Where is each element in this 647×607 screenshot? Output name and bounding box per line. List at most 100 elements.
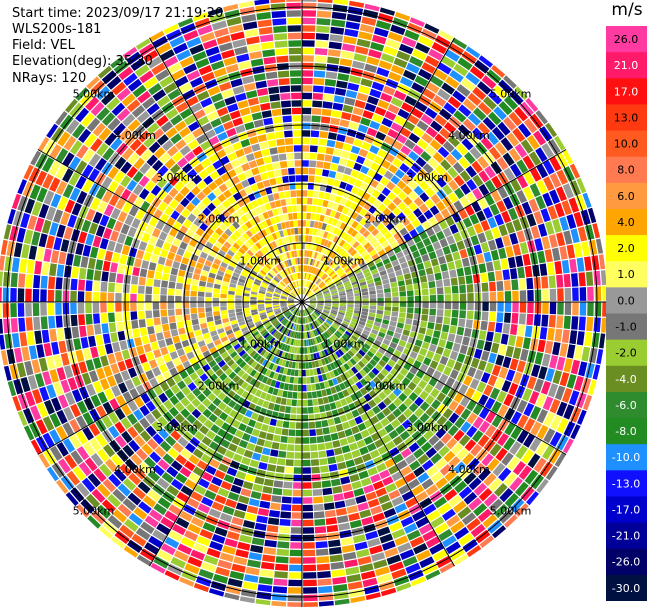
range-gate [236, 53, 250, 63]
range-gate [122, 444, 135, 458]
range-gate [189, 223, 199, 233]
range-gate [411, 82, 425, 94]
range-gate [110, 332, 119, 343]
range-gate [295, 258, 298, 265]
range-gate [261, 237, 268, 245]
range-gate [477, 360, 487, 371]
range-gate [399, 307, 407, 313]
range-gate [120, 370, 131, 381]
range-gate [316, 206, 322, 214]
range-gate [195, 335, 204, 343]
range-gate [14, 347, 23, 363]
range-gate [385, 482, 397, 493]
range-gate [142, 96, 156, 110]
range-gate [407, 179, 418, 190]
range-gate [95, 334, 104, 346]
range-gate [446, 514, 461, 528]
range-gate [111, 536, 126, 549]
range-gate [241, 179, 250, 188]
range-gate [351, 280, 359, 286]
range-gate [281, 351, 286, 359]
range-gate [285, 286, 291, 292]
range-gate [95, 186, 107, 200]
range-gate [19, 332, 28, 347]
range-gate [305, 362, 309, 369]
range-gate [280, 304, 287, 307]
range-gate [185, 180, 196, 191]
range-gate [443, 121, 457, 134]
range-gate [330, 335, 337, 343]
range-gate [270, 282, 277, 287]
range-gate [377, 381, 387, 391]
range-gate [43, 190, 55, 206]
range-gate [257, 324, 264, 331]
range-gate [175, 454, 188, 466]
range-gate [414, 75, 429, 87]
range-gate [290, 407, 297, 414]
range-gate [355, 381, 364, 390]
range-gate [416, 241, 425, 250]
range-gate [248, 260, 255, 267]
range-gate [223, 321, 231, 328]
range-gate [289, 55, 301, 62]
range-gate [149, 30, 165, 42]
range-gate [468, 477, 482, 491]
range-gate [242, 363, 250, 372]
range-gate [78, 461, 92, 477]
range-gate [264, 235, 271, 244]
range-gate [480, 242, 490, 253]
range-gate [331, 344, 337, 352]
range-gate [309, 250, 313, 258]
range-gate [257, 365, 265, 373]
range-gate [308, 339, 312, 346]
range-gate [108, 194, 120, 207]
range-gate [382, 319, 390, 325]
range-gate [315, 213, 321, 221]
range-gate [584, 331, 593, 347]
range-gate [335, 400, 343, 409]
range-gate [408, 392, 418, 402]
range-gate [307, 406, 314, 414]
range-gate [462, 217, 473, 228]
range-gate [224, 145, 235, 155]
range-gate [273, 372, 279, 380]
range-gate [302, 527, 315, 534]
range-gate [329, 194, 337, 202]
range-gate [97, 345, 106, 357]
range-gate [227, 298, 235, 302]
range-gate [202, 39, 218, 50]
range-gate [152, 294, 160, 302]
range-gate [192, 145, 204, 156]
range-gate [390, 241, 399, 249]
range-gate [372, 480, 385, 491]
range-gate [221, 285, 229, 291]
range-gate [326, 241, 333, 248]
range-gate [28, 345, 38, 360]
range-gate [339, 231, 347, 239]
range-gate [463, 472, 477, 485]
range-gate [262, 400, 270, 409]
range-gate [324, 403, 331, 412]
range-gate [429, 288, 437, 295]
range-gate [355, 155, 366, 165]
range-gate [352, 265, 360, 272]
range-gate [147, 56, 162, 69]
range-gate [256, 197, 264, 206]
range-gate [312, 368, 318, 376]
range-gate [333, 447, 343, 456]
range-gate [448, 400, 459, 412]
range-gate [491, 414, 503, 428]
range-gate [352, 60, 365, 70]
range-gate [276, 548, 289, 556]
range-gate [236, 217, 245, 226]
range-gate [34, 217, 45, 232]
range-gate [145, 192, 156, 204]
range-gate [348, 512, 361, 522]
range-gate [451, 309, 459, 318]
colorbar-tick-label: -8.0 [615, 425, 636, 438]
range-gate [393, 246, 402, 254]
range-gate [236, 346, 244, 354]
range-gate [135, 144, 148, 157]
range-gate [127, 119, 141, 132]
range-gate [285, 360, 290, 368]
